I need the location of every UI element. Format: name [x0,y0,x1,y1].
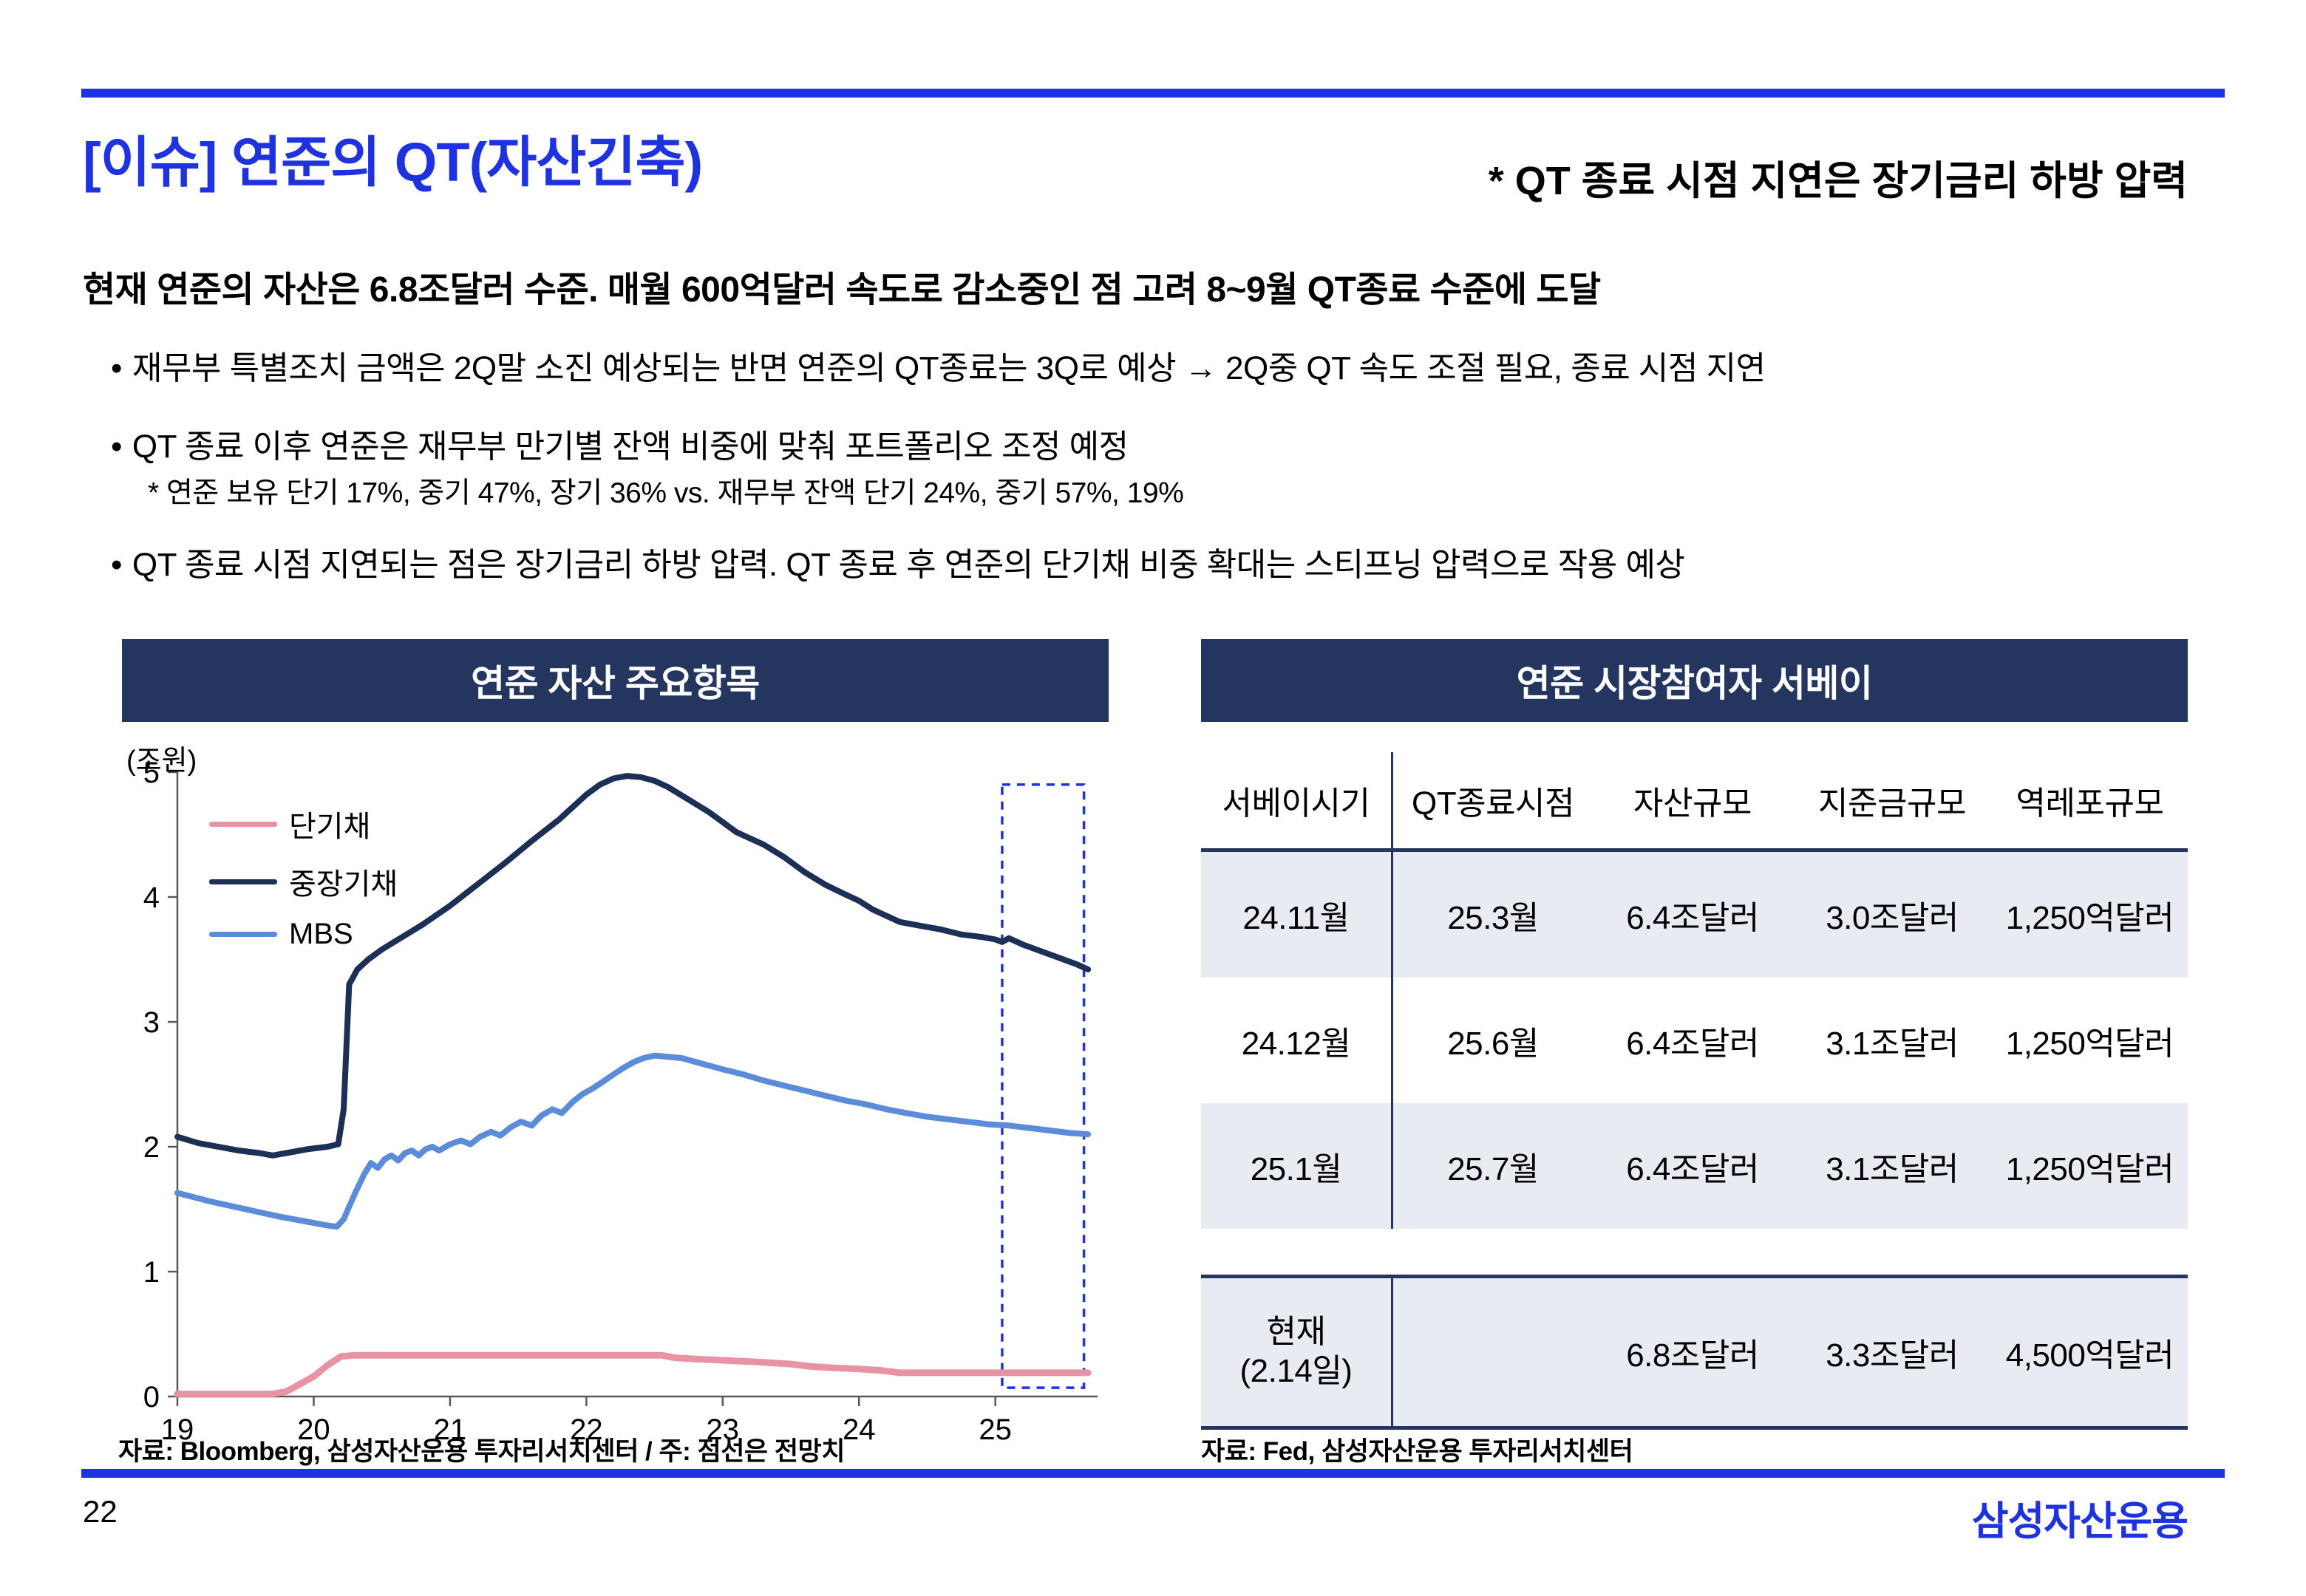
legend-item: 단기채 [209,802,398,845]
bullet-item: • QT 종료 시점 지연되는 점은 장기금리 하방 압력. QT 종료 후 연준… [111,538,1685,585]
table-cell: 24.12월 [1201,978,1393,1103]
column-header: 서베이시기 [1201,752,1393,848]
page-number: 22 [83,1494,118,1529]
svg-text:21: 21 [434,1413,467,1446]
chart-source-note: 자료: Bloomberg, 삼성자산운용 투자리서치센터 / 주: 점선은 전… [118,1437,845,1466]
legend-label: 단기채 [289,811,371,843]
chart-legend: 단기채 중장기채 MBS [209,802,398,951]
table-cell-current-period: 현재 (2.14일) [1201,1278,1393,1426]
table-cell-current-assets: 6.8조달러 [1626,1337,1759,1374]
legend-swatch-short-term [209,821,277,827]
legend-item: 중장기채 [209,860,398,903]
table-cell: 25.7월 [1447,1151,1539,1187]
svg-text:20: 20 [297,1413,330,1446]
bullet-subnote: * 연준 보유 단기 17%, 중기 47%, 장기 36% vs. 재무부 잔… [148,477,1184,509]
table-cell: 1,250억달러 [2005,900,2174,936]
bottom-rule [81,1469,2225,1478]
bullet-text: QT 종료 이후 연준은 재무부 만기별 잔액 비중에 맞춰 포트폴리오 조정 … [132,429,1129,465]
column-header: QT종료시점 [1411,785,1575,822]
column-header: 자산규모 [1633,785,1752,822]
bullet-marker: • [111,547,122,583]
current-period-line2: (2.14일) [1239,1353,1353,1389]
legend-item: MBS [209,918,398,951]
table-gap [1201,1229,2188,1275]
fed-assets-chart: 0 1 2 3 4 5 19 20 21 22 23 24 25 (조원) 단기채 중장기채 MBS [122,732,1109,1448]
table-panel-title: 연준 시장참여자 서베이 [1201,639,2188,722]
table-cell: 25.1월 [1201,1103,1393,1229]
bullet-text: QT 종료 시점 지연되는 점은 장기금리 하방 압력. QT 종료 후 연준의… [132,547,1685,583]
svg-text:5: 5 [143,757,160,789]
svg-text:19: 19 [161,1413,194,1446]
column-header: 역레포규모 [2016,785,2164,822]
table-header-row: 서베이시기 QT종료시점 자산규모 지준금규모 역레포규모 [1201,752,2188,852]
table-cell: 6.4조달러 [1626,1026,1759,1062]
legend-label: MBS [289,918,353,950]
legend-label: 중장기채 [289,868,398,901]
company-logo: 삼성자산운용 [1971,1499,2188,1544]
bullet-item: • 재무부 특별조치 금액은 2Q말 소진 예상되는 반면 연준의 QT종료는 3… [111,341,1766,389]
table-cell: 3.1조달러 [1826,1151,1959,1187]
page-title: [이슈] 연준의 QT(자산긴축) [83,132,703,193]
table-cell: 3.1조달러 [1826,1026,1959,1062]
table-cell-current-reserves: 3.3조달러 [1826,1337,1959,1374]
svg-text:24: 24 [843,1413,876,1446]
legend-swatch-mbs [209,932,277,937]
lead-statement: 현재 연준의 자산은 6.8조달러 수준. 매월 600억달러 속도로 감소중인… [83,270,1601,310]
bullet-item: • QT 종료 이후 연준은 재무부 만기별 잔액 비중에 맞춰 포트폴리오 조정… [111,420,1129,467]
top-rule [81,89,2225,98]
svg-text:22: 22 [570,1413,603,1446]
svg-text:25: 25 [979,1413,1012,1446]
bullet-text: 재무부 특별조치 금액은 2Q말 소진 예상되는 반면 연준의 QT종료는 3Q… [132,350,1766,386]
chart-panel-title: 연준 자산 주요항목 [122,639,1109,722]
table-cell: 25.3월 [1447,900,1539,936]
table-source-note: 자료: Fed, 삼성자산운용 투자리서치센터 [1201,1437,1633,1466]
svg-text:1: 1 [143,1256,160,1289]
table-cell: 24.11월 [1201,852,1393,978]
svg-text:4: 4 [143,881,160,914]
table-cell: 25.6월 [1447,1026,1539,1062]
legend-swatch-mid-long-term [209,879,277,884]
y-axis-unit-label: (조원) [126,746,197,777]
bullet-marker: • [111,429,122,465]
table-cell-current-rrp: 4,500억달러 [2005,1337,2174,1374]
subtitle-note: * QT 종료 시점 지연은 장기금리 하방 압력 [1488,159,2188,203]
svg-text:23: 23 [707,1413,740,1446]
table-cell: 1,250억달러 [2005,1151,2174,1187]
table-row: 24.11월 25.3월 6.4조달러 3.0조달러 1,250억달러 [1201,852,2188,978]
table-cell: 6.4조달러 [1626,900,1759,936]
table-current-row: 현재 (2.14일) 6.8조달러 3.3조달러 4,500억달러 [1201,1275,2188,1430]
survey-table: 서베이시기 QT종료시점 자산규모 지준금규모 역레포규모 24.11월 25.… [1201,752,2188,1430]
svg-text:2: 2 [143,1131,160,1164]
table-cell: 3.0조달러 [1826,900,1959,936]
current-period-line1: 현재 [1266,1314,1326,1351]
svg-text:3: 3 [143,1006,160,1039]
table-row: 25.1월 25.7월 6.4조달러 3.1조달러 1,250억달러 [1201,1103,2188,1229]
table-cell: 1,250억달러 [2005,1026,2174,1062]
column-header: 지준금규모 [1818,785,1966,822]
table-row: 24.12월 25.6월 6.4조달러 3.1조달러 1,250억달러 [1201,978,2188,1103]
bullet-marker: • [111,350,122,386]
svg-text:0: 0 [143,1381,160,1413]
table-cell: 6.4조달러 [1626,1151,1759,1187]
